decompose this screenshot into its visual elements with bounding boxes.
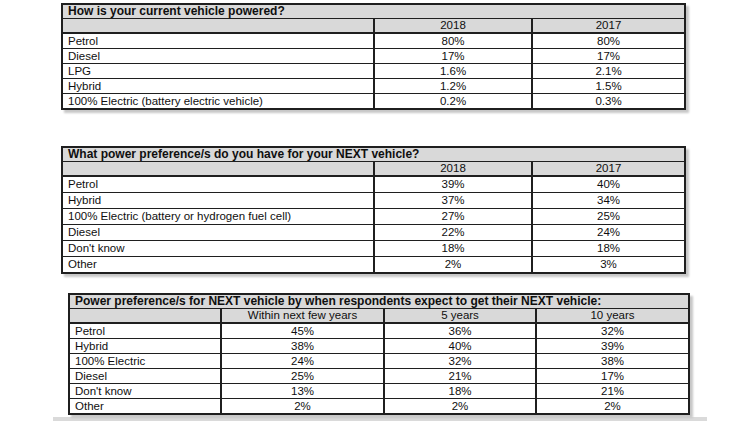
column-header: 5 years xyxy=(384,309,536,324)
row-value: 21% xyxy=(536,384,689,399)
row-value: 34% xyxy=(532,193,685,209)
row-label: Hybrid xyxy=(62,193,374,209)
row-value: 0.3% xyxy=(532,94,685,110)
table-row: Petrol45%36%32% xyxy=(69,323,689,339)
row-value: 22% xyxy=(374,225,532,241)
row-value: 2% xyxy=(221,399,384,415)
table-title: What power preference/s do you have for … xyxy=(62,147,685,162)
column-header: 2018 xyxy=(374,162,532,177)
row-label: Petrol xyxy=(69,323,221,339)
table-header-row: 20182017 xyxy=(62,19,685,34)
row-value: 18% xyxy=(374,241,532,257)
row-value: 27% xyxy=(374,209,532,225)
row-value: 39% xyxy=(536,339,689,354)
row-label: Diesel xyxy=(69,369,221,384)
row-label: Petrol xyxy=(62,176,374,193)
row-label: Hybrid xyxy=(69,339,221,354)
row-value: 0.2% xyxy=(374,94,532,110)
table-row: Hybrid37%34% xyxy=(62,193,685,209)
row-value: 2% xyxy=(374,257,532,274)
row-value: 39% xyxy=(374,176,532,193)
table-row: Don't know18%18% xyxy=(62,241,685,257)
table-row: Other2%3% xyxy=(62,257,685,274)
row-label: 100% Electric (battery or hydrogen fuel … xyxy=(62,209,374,225)
row-value: 37% xyxy=(374,193,532,209)
row-value: 36% xyxy=(384,323,536,339)
row-label: LPG xyxy=(62,64,374,79)
row-value: 1.5% xyxy=(532,79,685,94)
table-row: Hybrid1.2%1.5% xyxy=(62,79,685,94)
row-value: 2% xyxy=(536,399,689,415)
row-value: 17% xyxy=(536,369,689,384)
row-label: 100% Electric xyxy=(69,354,221,369)
row-value: 17% xyxy=(532,49,685,64)
column-header-blank xyxy=(62,162,374,177)
table-header-row: 20182017 xyxy=(62,162,685,177)
row-value: 40% xyxy=(384,339,536,354)
row-label: Hybrid xyxy=(62,79,374,94)
row-label: Diesel xyxy=(62,225,374,241)
row-value: 80% xyxy=(374,33,532,49)
row-value: 3% xyxy=(532,257,685,274)
table-row: Other2%2%2% xyxy=(69,399,689,415)
row-value: 45% xyxy=(221,323,384,339)
row-value: 32% xyxy=(384,354,536,369)
row-value: 21% xyxy=(384,369,536,384)
column-header: 2017 xyxy=(532,19,685,34)
column-header: 2017 xyxy=(532,162,685,177)
column-header: 2018 xyxy=(374,19,532,34)
table-title-row: Power preference/s for NEXT vehicle by w… xyxy=(69,294,689,309)
table-row: LPG1.6%2.1% xyxy=(62,64,685,79)
row-label: Don't know xyxy=(69,384,221,399)
table-row: Petrol39%40% xyxy=(62,176,685,193)
table-title: Power preference/s for NEXT vehicle by w… xyxy=(69,294,689,309)
column-header-blank xyxy=(62,19,374,34)
table-row: Diesel22%24% xyxy=(62,225,685,241)
table-row: Don't know13%18%21% xyxy=(69,384,689,399)
table-row: 100% Electric24%32%38% xyxy=(69,354,689,369)
row-label: Petrol xyxy=(62,33,374,49)
row-value: 40% xyxy=(532,176,685,193)
row-label: Other xyxy=(62,257,374,274)
table-title: How is your current vehicle powered? xyxy=(62,4,685,19)
row-value: 1.6% xyxy=(374,64,532,79)
table-current-vehicle-power: How is your current vehicle powered?2018… xyxy=(61,3,686,110)
row-value: 18% xyxy=(384,384,536,399)
column-header: Within next few years xyxy=(221,309,384,324)
table-title-row: How is your current vehicle powered? xyxy=(62,4,685,19)
table-next-vehicle-preference-by-timeframe: Power preference/s for NEXT vehicle by w… xyxy=(68,293,690,415)
row-value: 24% xyxy=(221,354,384,369)
document-page: How is your current vehicle powered?2018… xyxy=(0,0,750,422)
table-row: 100% Electric (battery electric vehicle)… xyxy=(62,94,685,110)
row-value: 13% xyxy=(221,384,384,399)
scan-shadow-artifact xyxy=(53,417,707,421)
row-value: 24% xyxy=(532,225,685,241)
row-value: 2% xyxy=(384,399,536,415)
table-row: Hybrid38%40%39% xyxy=(69,339,689,354)
row-value: 2.1% xyxy=(532,64,685,79)
row-value: 32% xyxy=(536,323,689,339)
row-label: Other xyxy=(69,399,221,415)
table-row: Petrol80%80% xyxy=(62,33,685,49)
row-value: 18% xyxy=(532,241,685,257)
row-label: 100% Electric (battery electric vehicle) xyxy=(62,94,374,110)
row-value: 38% xyxy=(536,354,689,369)
table-title-row: What power preference/s do you have for … xyxy=(62,147,685,162)
row-value: 25% xyxy=(221,369,384,384)
row-value: 80% xyxy=(532,33,685,49)
row-value: 1.2% xyxy=(374,79,532,94)
row-value: 25% xyxy=(532,209,685,225)
table-row: 100% Electric (battery or hydrogen fuel … xyxy=(62,209,685,225)
table-row: Diesel25%21%17% xyxy=(69,369,689,384)
row-value: 17% xyxy=(374,49,532,64)
table-header-row: Within next few years5 years10 years xyxy=(69,309,689,324)
table-next-vehicle-power-preference: What power preference/s do you have for … xyxy=(61,146,686,274)
table-row: Diesel17%17% xyxy=(62,49,685,64)
row-value: 38% xyxy=(221,339,384,354)
column-header-blank xyxy=(69,309,221,324)
column-header: 10 years xyxy=(536,309,689,324)
row-label: Diesel xyxy=(62,49,374,64)
row-label: Don't know xyxy=(62,241,374,257)
